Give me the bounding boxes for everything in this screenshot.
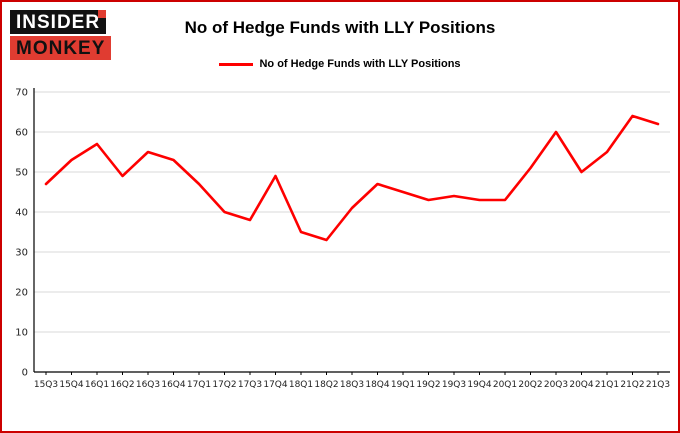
x-axis-tick-label: 18Q2 [314,380,338,390]
x-axis-tick-label: 17Q2 [212,380,236,390]
y-axis-tick-label: 40 [15,208,28,219]
x-axis-tick-label: 19Q3 [442,380,466,390]
logo-insider-text: INSIDER [10,10,107,34]
legend-label: No of Hedge Funds with LLY Positions [259,58,461,70]
x-axis-tick-label: 18Q1 [289,380,313,390]
y-axis-tick-label: 10 [15,328,28,339]
x-axis-tick-label: 21Q3 [646,380,670,390]
x-axis-tick-label: 16Q2 [110,380,134,390]
x-axis-tick-label: 15Q4 [59,380,84,390]
x-axis-tick-label: 20Q4 [569,380,594,390]
x-axis-tick-label: 17Q1 [187,380,211,390]
x-axis-tick-label: 19Q4 [467,380,492,390]
x-axis-tick-label: 18Q3 [340,380,364,390]
logo-monkey-text: MONKEY [10,36,112,60]
logo-red-notch-icon [98,10,107,18]
x-axis-tick-label: 19Q2 [416,380,440,390]
x-axis-tick-label: 19Q1 [391,380,415,390]
y-axis-tick-label: 0 [22,368,28,379]
plot-area: 0 10 20 30 40 50 60 70 15Q3 15Q4 16Q1 16Q2 16Q3 16Q4 1… [2,80,678,431]
page-title: No of Hedge Funds with LLY Positions [184,18,496,37]
y-axis-tick-label: 60 [15,128,28,139]
y-axis-tick-label: 20 [15,288,28,299]
insider-monkey-logo: INSIDER MONKEY [10,10,112,60]
data-line-series [44,114,660,242]
x-axis-tick-label: 17Q3 [238,380,262,390]
x-axis-tick-label: 15Q3 [34,380,58,390]
y-axis-tick-label: 30 [15,248,28,259]
y-axis-tick-label: 50 [15,168,28,179]
x-axis-tick-label: 20Q3 [544,380,568,390]
x-axis-tick-label: 16Q4 [161,380,186,390]
y-axis-tick-label: 70 [15,88,28,99]
x-axis-tick-label: 21Q2 [620,380,644,390]
legend-line-swatch [219,62,254,66]
x-axis-tick-label: 21Q1 [595,380,619,390]
x-axis-tick-label: 16Q1 [85,380,109,390]
x-axis-tick-label: 20Q2 [518,380,542,390]
x-axis-tick-label: 17Q4 [263,380,288,390]
chart-legend: No of Hedge Funds with LLY Positions [2,58,678,70]
x-axis-tick-label: 18Q4 [365,380,390,390]
x-axis-tick-label: 20Q1 [493,380,517,390]
x-axis-tick-label: 16Q3 [136,380,160,390]
